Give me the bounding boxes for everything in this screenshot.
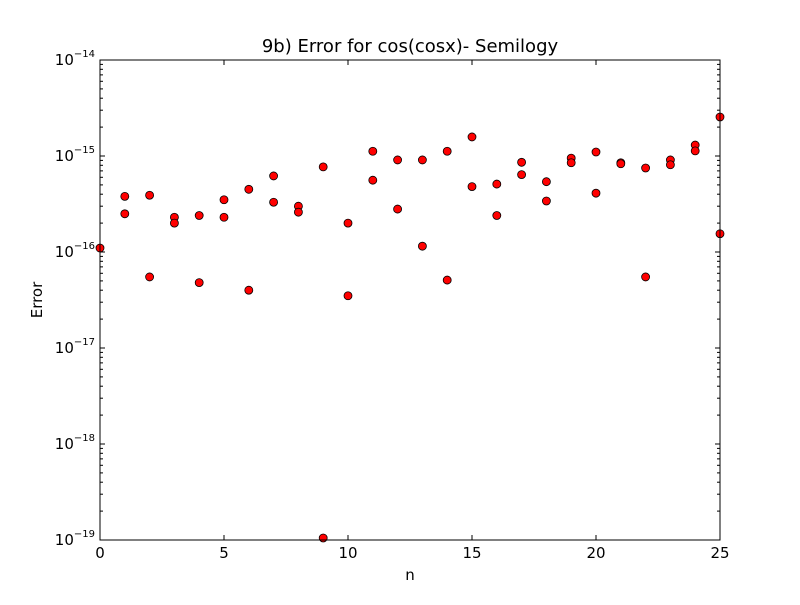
- data-point: [120, 209, 130, 219]
- data-point: [517, 157, 526, 167]
- data-point: [542, 177, 551, 187]
- data-point: [343, 218, 353, 228]
- y-tick-label: 10−15: [55, 145, 95, 165]
- x-tick-label: 10: [338, 544, 357, 562]
- data-point: [219, 195, 229, 205]
- x-axis-label: n: [405, 566, 415, 584]
- x-tick-label: 20: [586, 544, 605, 562]
- data-point: [690, 146, 700, 156]
- data-point: [368, 175, 378, 185]
- data-point: [219, 212, 229, 222]
- chart-title: 9b) Error for cos(cosx)- Semilogy: [262, 36, 559, 57]
- data-point: [442, 146, 452, 156]
- y-tick-label: 10−18: [55, 433, 95, 453]
- data-point: [120, 191, 130, 201]
- data-point: [517, 170, 526, 180]
- data-point: [591, 147, 601, 157]
- data-point: [269, 171, 279, 181]
- data-point: [343, 291, 353, 301]
- plot-frame: [99, 59, 721, 541]
- data-point: [393, 204, 403, 214]
- data-point: [417, 241, 427, 251]
- y-tick-label: 10−17: [55, 337, 95, 357]
- x-tick-label: 15: [462, 544, 481, 562]
- data-point: [194, 278, 204, 288]
- data-point: [616, 159, 626, 169]
- y-tick-label: 10−19: [55, 529, 95, 549]
- data-point: [368, 146, 378, 156]
- data-point: [641, 163, 650, 173]
- y-axis-label: Error: [28, 281, 46, 318]
- data-point: [269, 197, 279, 207]
- data-points: [95, 112, 725, 543]
- data-point: [318, 162, 328, 172]
- data-point: [467, 182, 477, 192]
- data-point: [293, 207, 303, 217]
- data-point: [542, 196, 551, 206]
- x-tick-label: 25: [710, 544, 729, 562]
- data-point: [666, 160, 675, 170]
- data-point: [244, 184, 254, 194]
- data-point: [145, 190, 155, 200]
- data-point: [393, 155, 403, 165]
- y-tick-label: 10−14: [55, 49, 95, 69]
- data-point: [641, 272, 650, 282]
- data-point: [591, 188, 601, 198]
- axis-ticks: 0 5 10 15 20 25 10−19 10−18 10−17 10−16 10−15 10−14: [55, 49, 730, 562]
- data-point: [244, 285, 254, 295]
- data-point: [566, 158, 576, 168]
- data-point: [442, 275, 452, 285]
- y-tick-label: 10−16: [55, 241, 95, 261]
- data-point: [194, 211, 204, 220]
- data-point: [169, 218, 179, 228]
- plot-area: [100, 60, 720, 540]
- data-point: [467, 132, 477, 142]
- data-point: [318, 533, 328, 543]
- x-tick-label: 5: [219, 544, 229, 562]
- x-tick-label: 0: [95, 544, 105, 562]
- data-point: [417, 155, 427, 165]
- data-point: [492, 179, 502, 189]
- data-point: [492, 211, 502, 220]
- data-point: [145, 272, 155, 282]
